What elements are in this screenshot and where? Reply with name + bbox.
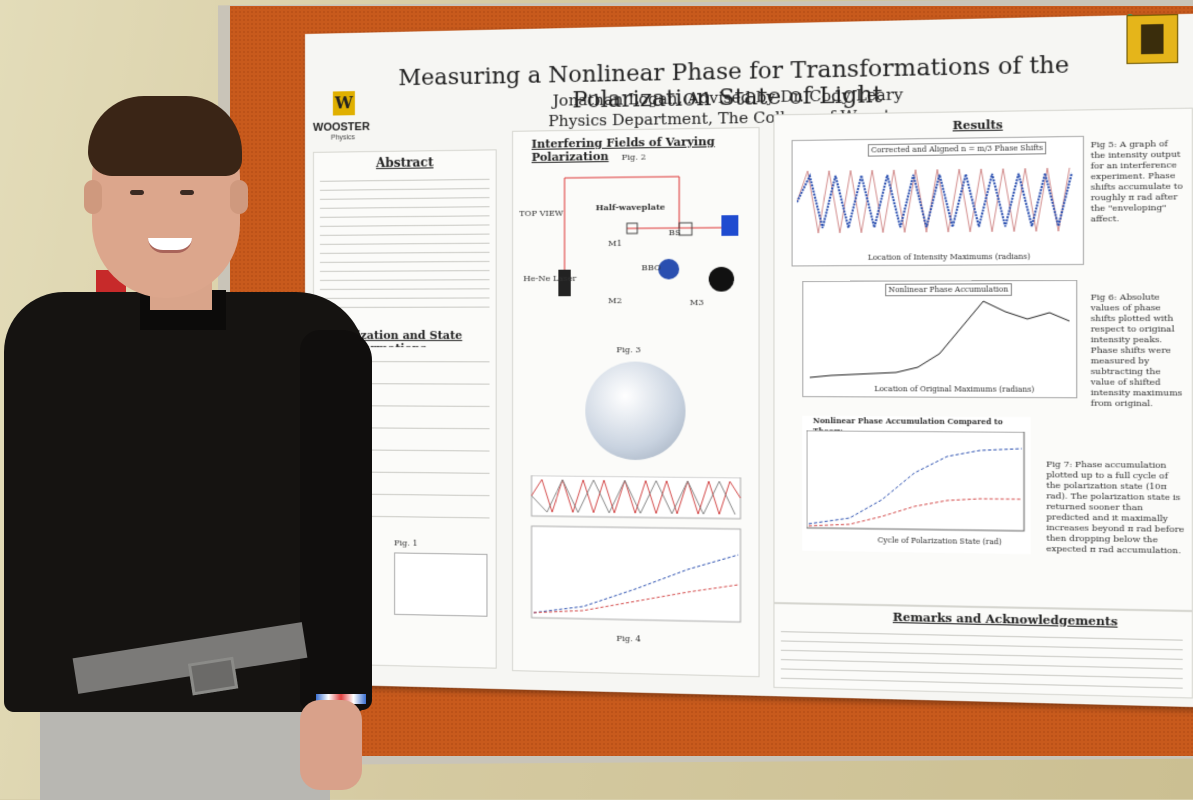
- student: [0, 0, 400, 799]
- waveplate-label: Half-waveplate: [596, 201, 666, 212]
- remarks-text: [781, 625, 1183, 691]
- m3-label: M3: [690, 298, 704, 308]
- plot-phase-shifts: Corrected and Aligned n = m/3 Phase Shif…: [792, 136, 1084, 267]
- ear: [230, 180, 248, 214]
- fig4-plot: [521, 475, 751, 632]
- eye: [180, 190, 194, 195]
- fig3-label: Fig. 3: [616, 345, 640, 355]
- bs-label: BS: [669, 228, 681, 238]
- fig2-label: Fig. 2: [622, 152, 646, 163]
- hand: [300, 700, 362, 790]
- fig5-caption: Fig 5: A graph of the intensity output f…: [1091, 139, 1185, 225]
- plot2-xlabel: Location of Original Maximums (radians): [874, 384, 1034, 395]
- shirt-sleeve: [300, 330, 372, 710]
- results-column: Results Corrected and Aligned n = m/3 Ph…: [773, 108, 1192, 611]
- college-seal-icon: [1126, 14, 1178, 64]
- setup-column: Interfering Fields of Varying Polarizati…: [512, 127, 760, 677]
- plot-nonlinear-phase: Nonlinear Phase Accumulation Location of…: [802, 280, 1077, 398]
- poincare-sphere: [585, 361, 685, 460]
- top-view-label: TOP VIEW: [519, 209, 563, 220]
- plot3-xlabel: Cycle of Polarization State (rad): [878, 535, 1002, 547]
- remarks-section: Remarks and Acknowledgements: [773, 603, 1192, 699]
- fig1-diagram: [394, 552, 487, 616]
- ear: [84, 180, 102, 214]
- fig7-caption: Fig 7: Phase accumulation plotted up to …: [1046, 459, 1185, 556]
- plot-theory-comparison: Nonlinear Phase Accumulation Compared to…: [802, 416, 1030, 554]
- m1-label: M1: [608, 239, 622, 249]
- poster-title: Measuring a Nonlinear Phase for Transfor…: [390, 52, 1078, 116]
- fig6-caption: Fig 6: Absolute values of phase shifts p…: [1091, 292, 1185, 409]
- m2-label: M2: [608, 296, 622, 306]
- plot1-xlabel: Location of Intensity Maximums (radians): [868, 252, 1030, 263]
- eye: [130, 190, 144, 195]
- hair: [88, 96, 242, 176]
- remarks-heading: Remarks and Acknowledgements: [893, 611, 1118, 629]
- bbo-label: BBO: [641, 263, 660, 273]
- plot2-title: Nonlinear Phase Accumulation: [885, 283, 1012, 296]
- results-heading: Results: [953, 118, 1003, 132]
- laser-label: He-Ne Laser: [523, 274, 576, 284]
- fig4-label: Fig. 4: [616, 634, 640, 645]
- research-poster: W WOOSTER Physics Measuring a Nonlinear …: [305, 14, 1193, 708]
